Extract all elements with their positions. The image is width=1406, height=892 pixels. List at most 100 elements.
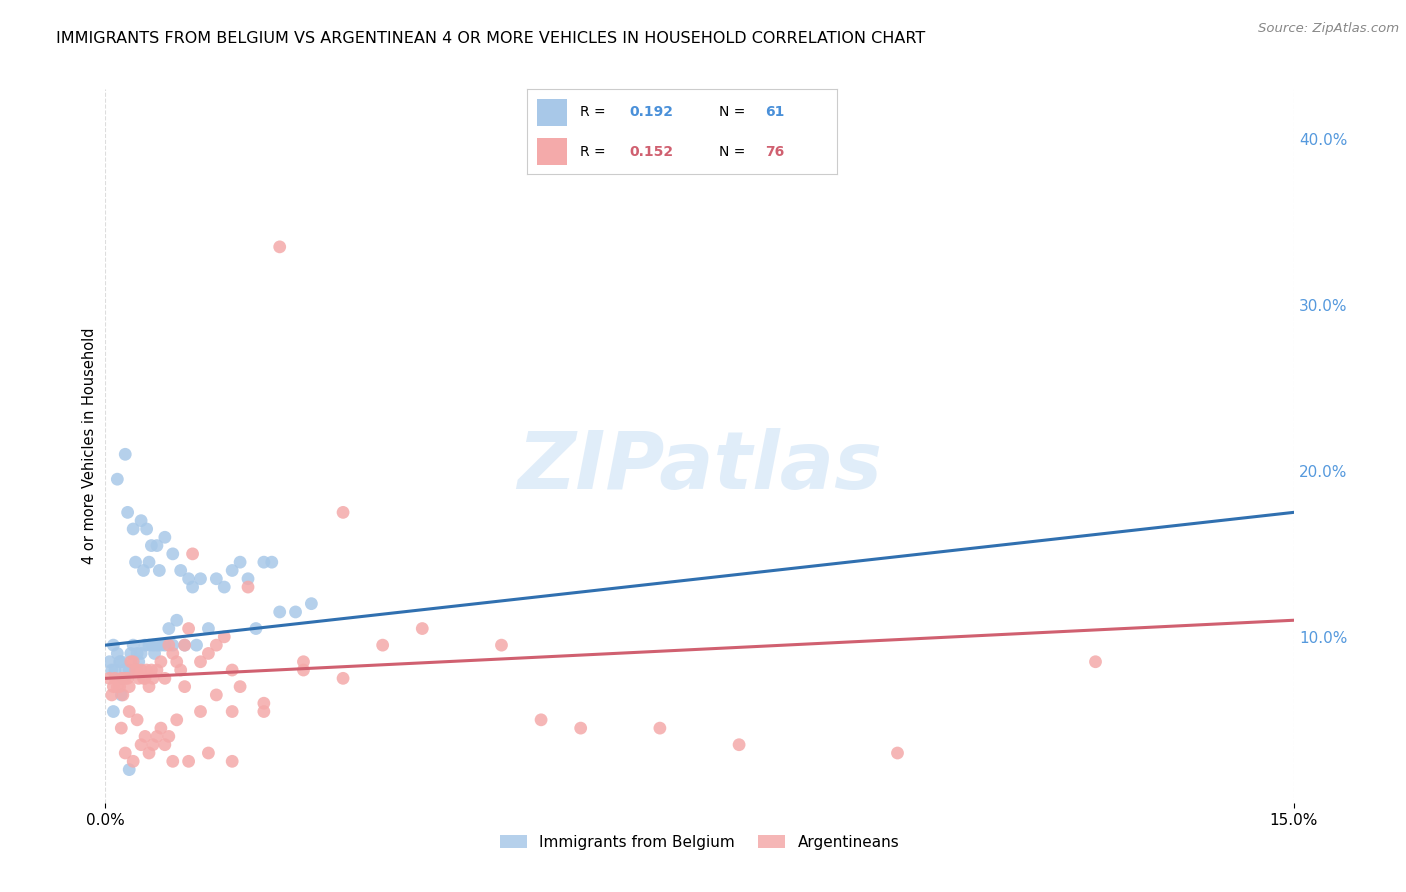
Point: [127, 647, 149, 661]
Point: [205, 572, 228, 586]
Point: [292, 655, 315, 669]
Point: [135, 522, 157, 536]
Text: 0.192: 0.192: [630, 105, 673, 119]
Point: [98, 655, 121, 669]
Point: [129, 663, 152, 677]
Point: [149, 655, 172, 669]
Point: [253, 555, 276, 569]
Point: [127, 713, 149, 727]
Point: [153, 671, 176, 685]
Point: [98, 671, 121, 685]
Point: [162, 638, 184, 652]
Point: [104, 671, 127, 685]
Point: [149, 721, 172, 735]
Point: [153, 738, 176, 752]
Point: [104, 663, 127, 677]
Text: Source: ZipAtlas.com: Source: ZipAtlas.com: [1258, 22, 1399, 36]
Point: [177, 572, 200, 586]
Point: [141, 539, 163, 553]
Point: [153, 530, 176, 544]
Point: [148, 564, 170, 578]
Point: [103, 638, 125, 652]
Point: [292, 663, 315, 677]
Point: [205, 688, 228, 702]
Point: [181, 580, 204, 594]
Point: [117, 671, 139, 685]
Point: [120, 655, 142, 669]
Point: [260, 555, 283, 569]
Point: [886, 746, 908, 760]
Point: [253, 705, 276, 719]
Point: [245, 622, 267, 636]
Point: [146, 730, 169, 744]
Point: [110, 688, 132, 702]
Point: [101, 688, 124, 702]
Point: [105, 472, 128, 486]
Point: [111, 688, 134, 702]
Point: [221, 663, 243, 677]
Point: [1084, 655, 1107, 669]
Point: [146, 539, 169, 553]
Point: [153, 638, 176, 652]
Point: [129, 514, 152, 528]
Point: [166, 655, 188, 669]
Point: [124, 555, 146, 569]
Point: [142, 738, 165, 752]
Point: [197, 622, 219, 636]
Point: [162, 754, 184, 768]
Point: [177, 622, 200, 636]
Point: [103, 705, 125, 719]
Point: [157, 622, 180, 636]
Point: [138, 680, 160, 694]
Point: [173, 680, 195, 694]
Point: [110, 655, 132, 669]
Point: [124, 663, 146, 677]
FancyBboxPatch shape: [537, 98, 568, 126]
Legend: Immigrants from Belgium, Argentineans: Immigrants from Belgium, Argentineans: [494, 829, 905, 855]
Point: [128, 655, 150, 669]
Point: [229, 555, 252, 569]
Point: [122, 522, 145, 536]
Point: [142, 638, 165, 652]
Point: [117, 505, 139, 519]
Point: [236, 572, 259, 586]
Point: [134, 638, 156, 652]
Point: [132, 564, 155, 578]
Point: [186, 638, 208, 652]
Point: [132, 671, 155, 685]
Point: [149, 638, 172, 652]
Point: [114, 671, 136, 685]
Point: [411, 622, 433, 636]
Point: [162, 647, 184, 661]
Point: [134, 671, 156, 685]
Text: N =: N =: [718, 105, 749, 119]
Point: [122, 754, 145, 768]
Point: [110, 721, 132, 735]
Point: [108, 655, 131, 669]
Point: [173, 638, 195, 652]
Point: [138, 555, 160, 569]
Point: [332, 505, 354, 519]
Point: [138, 638, 160, 652]
Point: [114, 746, 136, 760]
Point: [114, 447, 136, 461]
Text: IMMIGRANTS FROM BELGIUM VS ARGENTINEAN 4 OR MORE VEHICLES IN HOUSEHOLD CORRELATI: IMMIGRANTS FROM BELGIUM VS ARGENTINEAN 4…: [56, 31, 925, 46]
Point: [110, 671, 132, 685]
Point: [269, 240, 291, 254]
Point: [162, 547, 184, 561]
Point: [111, 671, 134, 685]
Text: R =: R =: [579, 105, 610, 119]
Point: [135, 663, 157, 677]
Point: [108, 680, 131, 694]
Point: [166, 613, 188, 627]
Point: [146, 638, 169, 652]
Point: [157, 730, 180, 744]
Point: [569, 721, 592, 735]
Point: [127, 804, 149, 818]
Text: 76: 76: [765, 145, 785, 159]
Point: [197, 647, 219, 661]
Point: [221, 754, 243, 768]
Point: [236, 580, 259, 594]
Point: [221, 705, 243, 719]
Text: ZIPatlas: ZIPatlas: [517, 428, 882, 507]
